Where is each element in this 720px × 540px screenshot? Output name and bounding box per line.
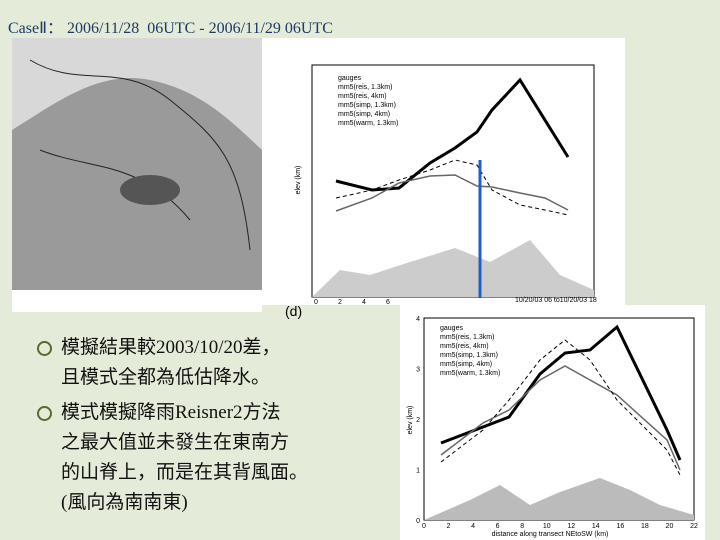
figure-caption: 10/20/03 06 to10/20/03 18 [515,297,597,304]
bullet-icon [37,406,52,421]
model-line [440,365,681,471]
legend-entry: mm5(simp, 4km) [338,111,390,118]
y-tick-label: 2 [416,417,420,424]
x-tick-label: 12 [567,523,575,530]
figure-label: (d) [285,303,302,319]
x-tick-label: 6 [386,299,390,306]
map-shade [120,175,180,205]
model-line [335,174,569,212]
bullet: 模擬結果較2003/10/20差， 且模式全都為低估降水。 [35,333,281,393]
legend-entry: gauges [338,75,361,82]
x-tick-label: 10 [543,523,551,530]
legend-entry: mm5(reis, 4km) [338,93,387,100]
bullet-line: (風向為南南東) [61,492,188,513]
gauges-line [335,77,570,192]
model-line [440,339,681,476]
legend-entry: mm5(reis, 4km) [440,343,489,350]
bullet-line: 之最大值並未發生在東南方 [61,432,290,453]
x-tick-label: 20 [666,523,674,530]
bullet-line: 且模式全都為低估降水。 [61,367,271,388]
x-tick-label: 4 [471,523,475,530]
x-tick-label: 22 [690,523,698,530]
model-line [335,159,569,216]
terrain [312,240,594,297]
y-axis-label: elev (km) [407,406,414,435]
y-tick-label: 1 [416,468,420,475]
x-tick-label: 8 [520,523,524,530]
bullet-line: 模式模擬降雨Reisner2方法 [61,402,281,423]
bullet: 模式模擬降雨Reisner2方法 之最大值並未發生在東南方 的山脊上，而是在其背風面… [35,398,308,518]
x-tick-label: 4 [362,299,366,306]
legend-entry: mm5(simp, 1.3km) [440,352,498,359]
bullet-line: 模擬結果較2003/10/20差， [61,337,281,358]
y-tick-label: 0 [416,518,420,525]
x-tick-label: 18 [641,523,649,530]
map-colorbar [12,290,262,312]
legend-entry: mm5(warm, 1.3km) [338,120,398,127]
terrain [424,478,694,520]
map-shade [12,38,262,150]
slide-title: CaseⅡ： 2006/11/28 06UTC - 2006/11/29 06U… [8,20,333,37]
x-tick-label: 0 [314,299,318,306]
map-contour [29,59,251,251]
y-tick-label: 3 [416,367,420,374]
x-tick-label: 0 [422,523,426,530]
y-axis-label: elev (km) [295,166,302,195]
gauges-line [440,324,682,461]
legend-entry: mm5(warm, 1.3km) [440,370,500,377]
x-tick-label: 2 [338,299,342,306]
legend-entry: gauges [440,325,463,332]
x-tick-label: 6 [496,523,500,530]
bullet-line: 的山脊上，而是在其背風面。 [61,462,309,483]
x-axis-label: distance along transect NEtoSW (km) [492,531,609,538]
x-tick-label: 14 [592,523,600,530]
x-tick-label: 2 [447,523,451,530]
legend-entry: mm5(simp, 4km) [440,361,492,368]
bullet-icon [37,341,52,356]
x-tick-label: 16 [616,523,624,530]
legend-entry: mm5(reis, 1.3km) [338,84,392,91]
legend-entry: mm5(simp, 1.3km) [338,102,396,109]
y-tick-label: 4 [416,316,420,323]
legend-entry: mm5(reis, 1.3km) [440,334,494,341]
